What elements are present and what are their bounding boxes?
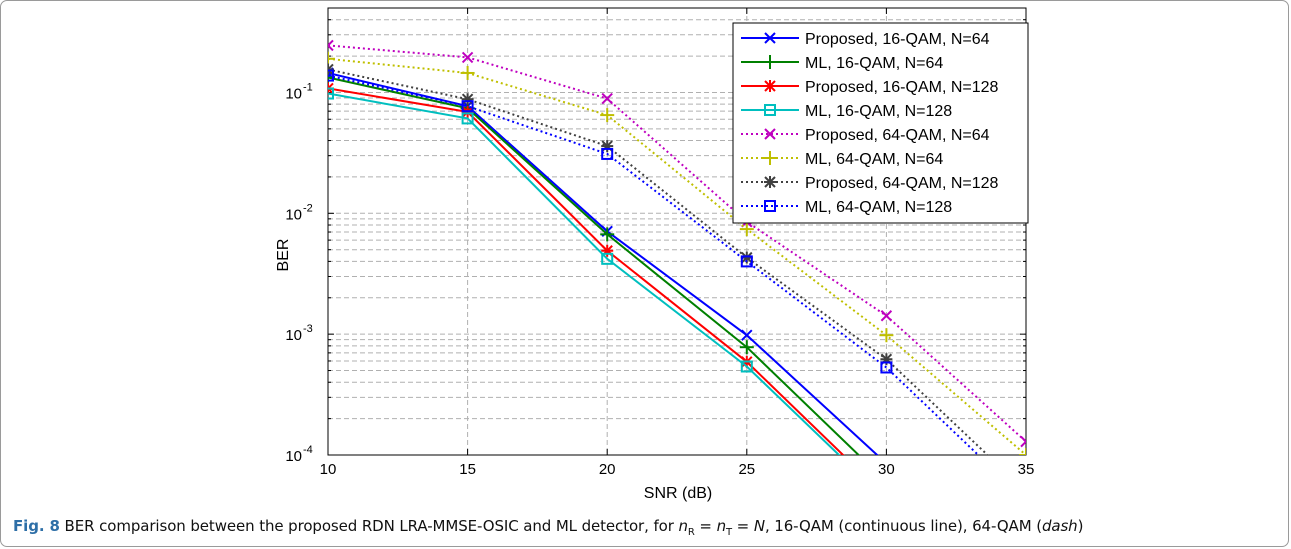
legend-entry: ML, 16-QAM, N=64	[741, 55, 943, 72]
caption-text-b: , 16-QAM (continuous line), 64-QAM (	[764, 517, 1042, 535]
x-tick-label: 20	[599, 461, 616, 478]
legend-label: ML, 64-QAM, N=64	[805, 151, 943, 168]
legend-entry: ML, 64-QAM, N=64	[741, 151, 943, 168]
legend-entry: Proposed, 64-QAM, N=128	[741, 175, 999, 192]
data-point	[740, 255, 753, 268]
x-tick-label: 10	[320, 461, 337, 478]
data-point	[460, 65, 475, 80]
data-point	[328, 51, 335, 66]
caption-dash-word: dash	[1041, 517, 1078, 535]
data-point	[328, 39, 334, 52]
data-point	[740, 360, 753, 373]
caption-text-c: )	[1077, 517, 1084, 535]
legend-marker	[764, 128, 776, 140]
caption-eq2: =	[732, 517, 754, 535]
x-tick-label: 15	[459, 461, 476, 478]
y-tick-exponent: -2	[303, 202, 313, 214]
data-point	[601, 147, 614, 160]
legend-marker	[764, 32, 776, 44]
y-tick-label: 10	[285, 85, 302, 102]
y-tick-label: 10	[285, 327, 302, 344]
legend: Proposed, 16-QAM, N=64 ML, 16-QAM, N=64 Pr…	[732, 22, 1029, 224]
y-axis-label: BER	[275, 239, 292, 272]
data-point	[461, 93, 474, 106]
caption-text-a: BER comparison between the proposed RDN …	[59, 517, 679, 535]
data-point	[461, 100, 474, 113]
legend-entry: Proposed, 16-QAM, N=128	[741, 79, 999, 96]
legend-marker	[764, 80, 776, 92]
legend-marker	[763, 151, 777, 165]
caption-var-n2: n	[716, 517, 727, 535]
legend-marker	[764, 104, 776, 116]
data-point	[601, 92, 613, 105]
x-tick-label: 35	[1018, 461, 1035, 478]
legend-marker	[763, 55, 777, 69]
y-tick-exponent: -3	[303, 323, 313, 335]
data-point	[879, 328, 894, 343]
y-tick-label: 10	[285, 448, 302, 465]
caption-sub-r: R	[687, 527, 695, 538]
caption-var-big-n: N	[753, 517, 765, 535]
data-point	[461, 112, 474, 125]
legend-entry: ML, 16-QAM, N=128	[741, 103, 952, 120]
legend-label: ML, 16-QAM, N=64	[805, 55, 943, 72]
series-line	[328, 57, 1026, 455]
data-point	[739, 340, 754, 355]
y-tick-exponent: -4	[303, 444, 313, 456]
axes-box	[327, 7, 1027, 456]
data-point	[741, 329, 753, 341]
data-point	[880, 361, 893, 374]
legend-label: Proposed, 64-QAM, N=64	[805, 127, 990, 144]
data-point	[328, 87, 334, 100]
data-point	[880, 310, 893, 322]
data-point	[461, 51, 474, 64]
caption-label: Fig. 8	[13, 517, 60, 535]
data-point	[600, 227, 615, 242]
data-point	[1020, 435, 1026, 448]
data-point	[328, 69, 334, 82]
series-8	[328, 69, 980, 455]
caption-eq: =	[694, 517, 717, 535]
x-axis-label: SNR (dB)	[644, 485, 712, 502]
caption-var-n: n	[678, 517, 688, 535]
x-tick-label: 30	[878, 461, 895, 478]
caption-sub-t: T	[725, 527, 732, 538]
legend-box	[732, 22, 1029, 224]
series-6	[328, 51, 1026, 455]
data-point	[328, 63, 334, 76]
legend-label: ML, 16-QAM, N=128	[805, 103, 952, 120]
data-point	[600, 108, 615, 123]
y-tick-label: 10	[285, 206, 302, 223]
legend-label: Proposed, 16-QAM, N=128	[805, 79, 999, 96]
legend-label: Proposed, 16-QAM, N=64	[805, 31, 990, 48]
legend-entry: Proposed, 64-QAM, N=64	[741, 127, 990, 144]
legend-label: Proposed, 64-QAM, N=128	[805, 175, 999, 192]
legend-marker	[764, 200, 776, 212]
data-point	[601, 252, 614, 265]
series-group	[328, 39, 1026, 455]
legend-label: ML, 64-QAM, N=128	[805, 199, 952, 216]
x-tick-label: 25	[738, 461, 755, 478]
legend-entry: ML, 64-QAM, N=128	[741, 199, 952, 216]
legend-marker	[764, 176, 776, 188]
legend-entry: Proposed, 16-QAM, N=64	[741, 31, 990, 48]
data-point	[739, 222, 754, 237]
series-line	[328, 92, 841, 455]
series-4	[328, 87, 841, 455]
series-line	[328, 44, 1026, 443]
figure-caption: Fig. 8 BER comparison between the propos…	[13, 517, 1083, 538]
y-tick-exponent: -1	[303, 81, 313, 93]
